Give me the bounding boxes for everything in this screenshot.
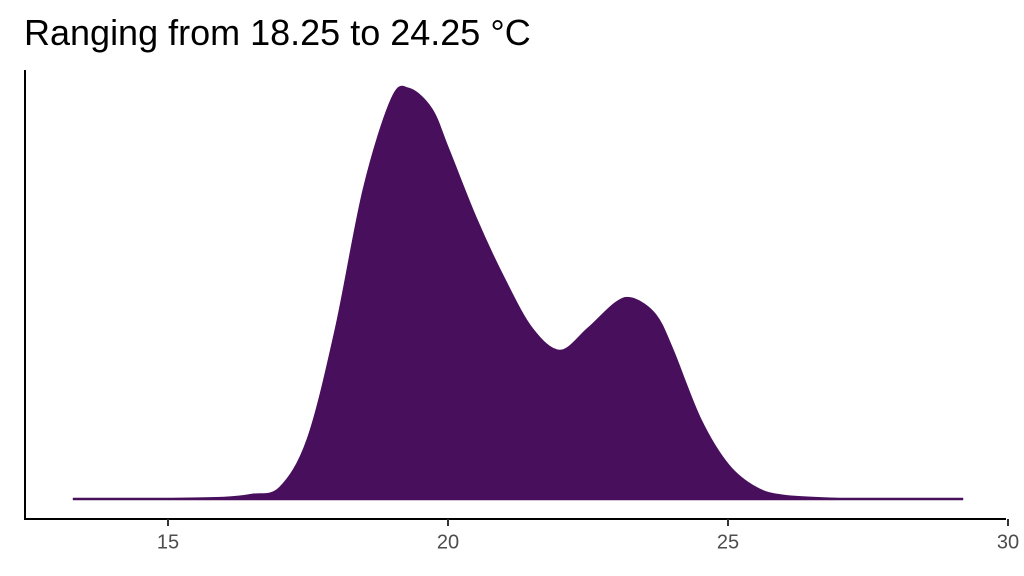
x-tick-label: 30 xyxy=(997,532,1019,554)
x-tick-label: 15 xyxy=(157,532,179,554)
x-tick-label: 25 xyxy=(717,532,739,554)
density-area xyxy=(72,85,964,501)
x-tick-label: 20 xyxy=(437,532,459,554)
chart-title: Ranging from 18.25 to 24.25 °C xyxy=(24,12,531,53)
